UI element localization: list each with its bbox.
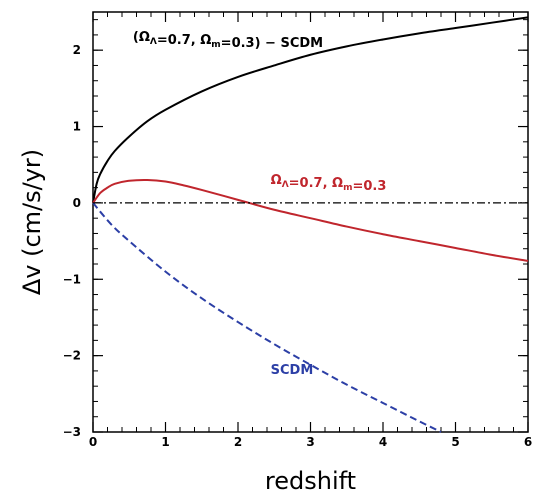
y-axis-label: Δv (cm/s/yr): [18, 149, 46, 295]
y-tick-label: 0: [73, 196, 81, 210]
x-tick-label: 3: [306, 435, 314, 449]
annotation-2: SCDM: [271, 363, 314, 378]
x-tick-label: 2: [234, 435, 242, 449]
data-series: [92, 16, 529, 433]
y-tick-label: −1: [63, 272, 81, 286]
x-axis-label: redshift: [265, 467, 356, 495]
y-tick-label: 1: [73, 120, 81, 134]
x-tick-label: 1: [161, 435, 169, 449]
series-line-0-solid: [92, 16, 529, 204]
y-tick-label: −2: [63, 349, 81, 363]
series-line-2-dashed: [92, 202, 442, 433]
annotations: (ΩΛ=0.7, Ωm=0.3) − SCDM ΩΛ=0.7, Ωm=0.3 SCD…: [133, 30, 387, 378]
series-line-1-solid: [92, 178, 529, 262]
x-tick-label: 4: [379, 435, 387, 449]
axis-ticks: 0 1 2 3 4 5 6 −3 −2 −1 0 1 2: [63, 12, 532, 449]
annotation-0: (ΩΛ=0.7, Ωm=0.3) − SCDM: [133, 30, 323, 51]
x-tick-label: 0: [89, 435, 97, 449]
x-tick-label: 5: [451, 435, 459, 449]
annotation-1: ΩΛ=0.7, Ωm=0.3: [271, 173, 387, 194]
x-tick-label: 6: [524, 435, 532, 449]
y-tick-label: −3: [63, 425, 81, 439]
y-tick-label: 2: [73, 43, 81, 57]
